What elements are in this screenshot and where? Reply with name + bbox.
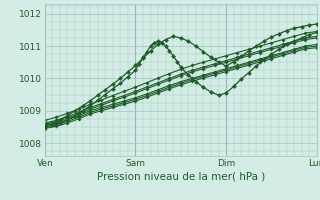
X-axis label: Pression niveau de la mer( hPa ): Pression niveau de la mer( hPa ) — [97, 172, 265, 182]
